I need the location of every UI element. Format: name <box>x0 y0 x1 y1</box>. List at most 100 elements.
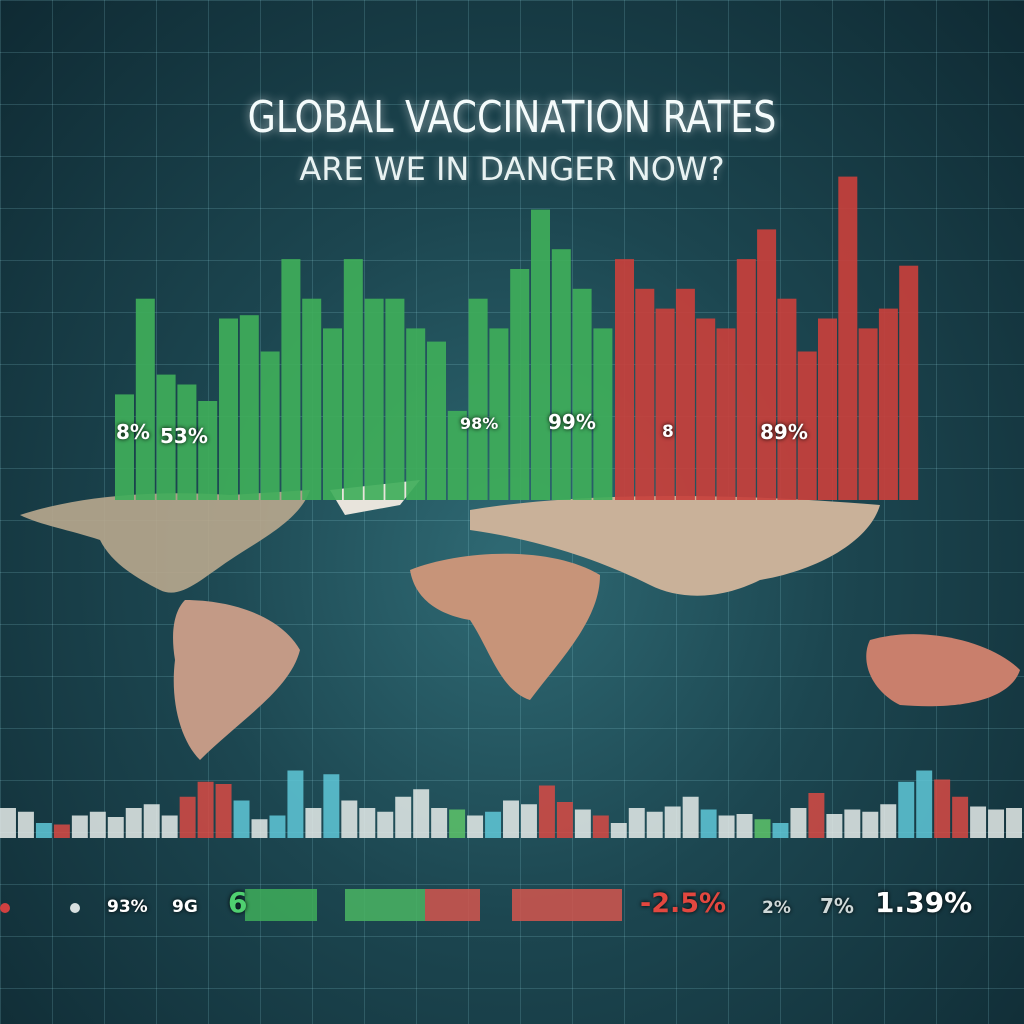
red-bar <box>615 259 634 500</box>
green-bar <box>115 394 134 500</box>
bottom-bar <box>161 815 178 838</box>
bottom-bar <box>17 811 34 838</box>
green-bar <box>343 259 363 500</box>
bottom-bar <box>53 824 70 838</box>
bottom-bar <box>341 800 358 838</box>
bottom-bar <box>556 802 573 838</box>
africa <box>410 553 600 700</box>
red-bar <box>878 308 898 500</box>
bar-label: 89% <box>760 420 808 444</box>
bottom-bar <box>35 823 52 838</box>
bottom-bar <box>610 823 627 838</box>
green-bar <box>489 328 509 500</box>
green-red-progress-bar-red <box>425 889 480 921</box>
red-bar <box>655 308 675 500</box>
green-progress-bar <box>245 889 317 921</box>
bottom-label: -2.5% <box>640 888 727 919</box>
green-bar <box>468 298 488 500</box>
bottom-bar <box>323 774 340 838</box>
world-map <box>20 480 1020 760</box>
bar-label: 98% <box>460 414 499 433</box>
red-bar <box>757 229 777 500</box>
red-bar <box>858 328 878 500</box>
green-bar <box>406 328 426 500</box>
europe-asia <box>470 495 880 596</box>
bottom-label: 2% <box>762 898 791 918</box>
red-bar <box>838 176 858 500</box>
bottom-bar <box>179 796 196 838</box>
green-bar <box>531 209 550 500</box>
bottom-bar <box>251 819 268 838</box>
bottom-bar <box>485 811 502 838</box>
green-bar <box>177 384 197 500</box>
green-bar <box>156 374 176 500</box>
bottom-bar <box>287 770 304 838</box>
bottom-bar <box>359 808 376 838</box>
green-bar <box>510 269 530 500</box>
green-bar <box>385 298 405 500</box>
bottom-bar <box>197 781 214 838</box>
bottom-bar <box>125 808 142 838</box>
bottom-bar <box>269 815 286 838</box>
green-bar <box>260 351 280 500</box>
bottom-bar <box>574 809 591 838</box>
bottom-bar <box>71 815 88 838</box>
bar-label: 53% <box>160 424 208 448</box>
australia <box>866 634 1020 707</box>
green-bar <box>572 288 592 500</box>
green-bar <box>239 315 259 500</box>
bottom-bar <box>808 793 825 838</box>
bottom-bar <box>682 796 699 838</box>
bottom-bar <box>107 817 124 838</box>
bar-label: 8 <box>662 422 674 442</box>
main-bars <box>115 176 919 500</box>
bottom-bar <box>970 806 987 838</box>
bottom-bar <box>395 796 412 838</box>
bottom-bar <box>952 796 969 838</box>
bottom-bar <box>862 811 879 838</box>
red-bar <box>777 298 797 500</box>
bar-label: 8% <box>116 420 150 444</box>
bottom-bar <box>449 809 466 838</box>
bottom-bar <box>772 823 789 838</box>
north-america <box>20 490 310 593</box>
green-bar <box>219 318 238 500</box>
bottom-bar <box>89 811 106 838</box>
green-bar <box>281 259 301 500</box>
bottom-bar <box>718 815 735 838</box>
bottom-label: 1.39% <box>875 886 973 919</box>
green-bar <box>427 341 446 500</box>
red-bar <box>696 318 716 500</box>
bottom-bar <box>700 809 717 838</box>
bottom-bar <box>377 811 394 838</box>
bottom-bar <box>538 785 555 838</box>
bottom-bar <box>467 815 484 838</box>
white-dot <box>70 903 80 913</box>
bottom-bar <box>646 811 663 838</box>
green-bar <box>198 401 218 500</box>
green-bar <box>323 328 342 500</box>
green-bar <box>364 298 384 500</box>
bottom-bar <box>916 770 933 838</box>
red-bar <box>818 318 837 500</box>
bottom-bar <box>844 809 861 838</box>
bottom-bar <box>934 779 951 838</box>
green-red-progress-bar-green <box>345 889 425 921</box>
bottom-bar <box>628 808 645 838</box>
bottom-bar <box>143 804 160 838</box>
bottom-bar <box>1006 808 1022 838</box>
red-bar <box>675 288 695 500</box>
bottom-bar <box>413 789 430 838</box>
bottom-bar <box>503 800 519 838</box>
green-bar <box>551 249 571 500</box>
bottom-bar <box>790 808 807 838</box>
bottom-bar <box>592 815 609 838</box>
green-bar <box>302 298 322 500</box>
page-title: GLOBAL VACCINATION RATES <box>247 92 777 143</box>
red-bar <box>797 351 817 500</box>
bottom-bar <box>664 806 681 838</box>
red-bar <box>736 259 756 500</box>
green-bar <box>135 298 155 500</box>
bottom-bar <box>215 784 232 838</box>
